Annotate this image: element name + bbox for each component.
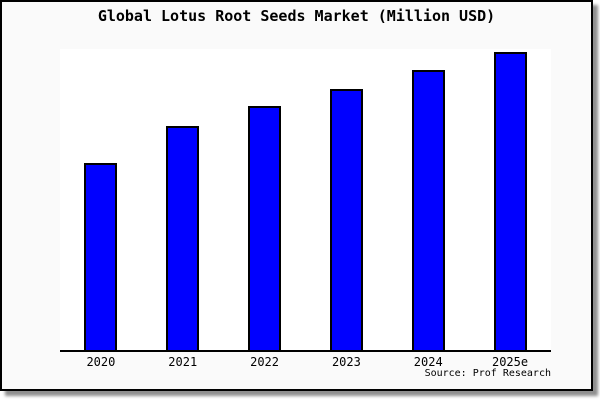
x-tick-label-2025e: 2025e: [491, 355, 529, 369]
plot-area: [60, 49, 551, 352]
bar-column-2022: [224, 106, 306, 350]
bar-2024: [411, 70, 445, 350]
chart-title: Global Lotus Root Seeds Market (Million …: [97, 7, 496, 25]
source-credit: Source: Prof Research: [424, 368, 551, 379]
bar-2022: [248, 106, 282, 350]
bar-column-2021: [142, 126, 224, 350]
bar-2020: [84, 163, 118, 350]
bar-column-2024: [387, 70, 469, 350]
bar-column-2020: [60, 163, 142, 350]
x-tick-label-2024: 2024: [413, 355, 443, 369]
bar-2021: [166, 126, 200, 350]
bar-2025e: [493, 52, 527, 350]
chart-card: Global Lotus Root Seeds Market (Million …: [0, 0, 593, 391]
x-axis-labels: 2020 2021 2022 2023 2024 2025e: [60, 355, 551, 369]
x-tick-label-2022: 2022: [250, 355, 280, 369]
bar-column-2023: [305, 89, 387, 350]
bar-2023: [329, 89, 363, 350]
bars-container: [60, 49, 551, 350]
bar-column-2025e: [469, 52, 551, 350]
x-tick-label-2020: 2020: [86, 355, 116, 369]
x-tick-label-2023: 2023: [331, 355, 361, 369]
x-tick-label-2021: 2021: [168, 355, 198, 369]
